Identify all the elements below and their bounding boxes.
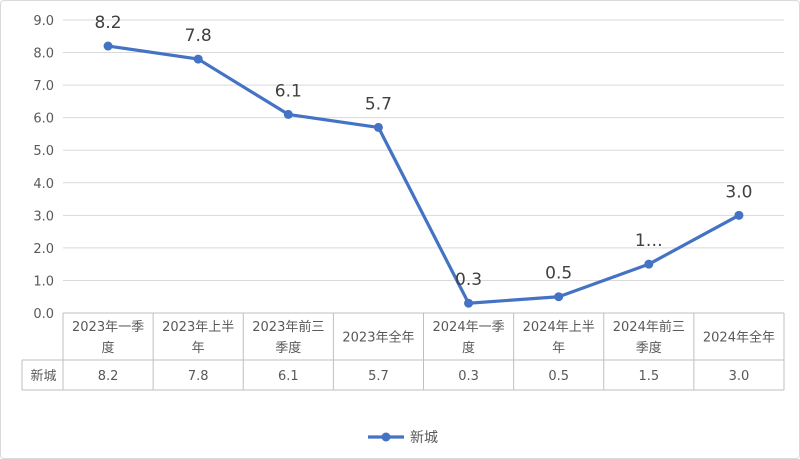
y-tick-label: 9.0 xyxy=(33,14,54,29)
category-label: 2024年一季 xyxy=(433,320,505,335)
y-tick-label: 4.0 xyxy=(33,177,54,192)
data-point xyxy=(193,54,203,64)
data-point xyxy=(373,122,383,132)
table-series-name: 新城 xyxy=(30,368,56,384)
data-label: 0.3 xyxy=(455,270,482,290)
category-label: 季度 xyxy=(275,340,301,356)
y-tick-label: 8.0 xyxy=(33,47,54,62)
table-cell-value: 8.2 xyxy=(98,369,119,384)
category-label: 年 xyxy=(552,341,565,356)
table-cell-value: 3.0 xyxy=(729,369,750,384)
data-label: 5.7 xyxy=(365,94,392,114)
data-label: 0.5 xyxy=(545,264,572,284)
series-line xyxy=(107,44,740,305)
category-label: 度 xyxy=(102,340,115,356)
category-label: 2024年上半 xyxy=(523,320,595,335)
category-label: 年 xyxy=(192,341,205,356)
data-point xyxy=(283,109,293,119)
data-point xyxy=(554,292,564,302)
table-cell-value: 5.7 xyxy=(368,369,389,384)
category-label: 2024年全年 xyxy=(703,330,775,346)
category-label: 2023年上半 xyxy=(162,320,234,335)
y-tick-label: 1.0 xyxy=(33,274,54,289)
category-label: 2023年一季 xyxy=(72,320,144,335)
data-point xyxy=(464,298,474,308)
data-point xyxy=(103,41,113,51)
table-cell-value: 0.5 xyxy=(548,369,569,384)
y-tick-label: 3.0 xyxy=(33,209,54,224)
table-cell-value: 7.8 xyxy=(188,369,209,384)
y-tick-label: 2.0 xyxy=(33,242,54,257)
category-label: 季度 xyxy=(636,340,662,356)
category-label: 2024年前三 xyxy=(613,319,685,335)
table-cell-value: 1.5 xyxy=(638,369,659,384)
data-label: 6.1 xyxy=(275,81,302,101)
category-label: 度 xyxy=(462,340,475,356)
data-point xyxy=(734,210,744,220)
y-tick-label: 0.0 xyxy=(33,307,54,322)
data-label: 7.8 xyxy=(185,26,212,46)
data-label: 1… xyxy=(635,231,663,251)
y-tick-label: 5.0 xyxy=(33,144,54,159)
y-tick-label: 6.0 xyxy=(33,112,54,127)
legend-label: 新城 xyxy=(410,430,438,446)
data-label: 3.0 xyxy=(725,182,752,202)
table-cell-value: 6.1 xyxy=(278,369,299,384)
category-label: 2023年全年 xyxy=(342,330,414,346)
data-label: 8.2 xyxy=(95,13,122,33)
y-tick-label: 7.0 xyxy=(33,79,54,94)
data-point xyxy=(644,259,654,269)
legend-marker xyxy=(381,432,391,442)
category-label: 2023年前三 xyxy=(252,319,324,335)
table-cell-value: 0.3 xyxy=(458,369,479,384)
